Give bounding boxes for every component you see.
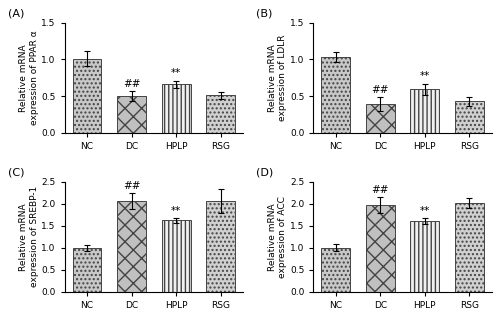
Bar [321, 248, 350, 292]
Text: (D): (D) [256, 167, 274, 177]
Y-axis label: Relative mRNA
expression of SREBP-1: Relative mRNA expression of SREBP-1 [19, 186, 38, 287]
Bar [162, 220, 190, 292]
Bar [455, 101, 484, 133]
Bar [410, 89, 440, 133]
Y-axis label: Relative mRNA
expression of PPAR α: Relative mRNA expression of PPAR α [19, 30, 38, 125]
Bar [366, 104, 394, 133]
Y-axis label: Relative mRNA
expression of LDLR: Relative mRNA expression of LDLR [268, 34, 287, 121]
Text: (C): (C) [8, 167, 24, 177]
Text: **: ** [171, 68, 181, 79]
Text: **: ** [420, 206, 430, 216]
Text: ##: ## [372, 184, 389, 195]
Bar [206, 201, 236, 292]
Bar [72, 248, 102, 292]
Text: ##: ## [123, 181, 140, 190]
Bar [206, 95, 236, 133]
Text: **: ** [420, 71, 430, 81]
Bar [410, 221, 440, 292]
Bar [455, 203, 484, 292]
Bar [72, 59, 102, 133]
Y-axis label: Relative mRNA
expression of ACC: Relative mRNA expression of ACC [268, 196, 287, 278]
Text: ##: ## [372, 85, 389, 95]
Bar [321, 57, 350, 133]
Bar [162, 84, 190, 133]
Text: **: ** [171, 206, 181, 216]
Bar [117, 96, 146, 133]
Bar [366, 205, 394, 292]
Bar [117, 201, 146, 292]
Text: ##: ## [123, 79, 140, 89]
Text: (A): (A) [8, 8, 24, 18]
Text: (B): (B) [256, 8, 272, 18]
